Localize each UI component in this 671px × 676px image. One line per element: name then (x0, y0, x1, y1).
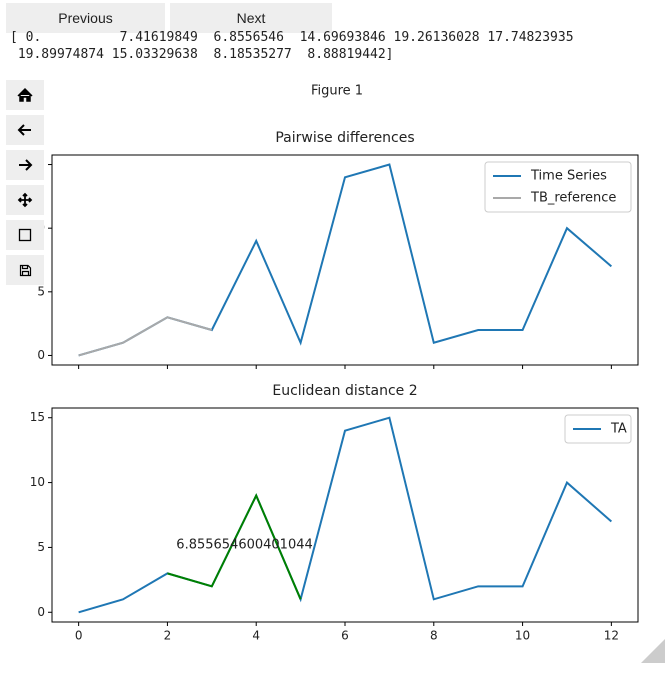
back-button[interactable] (6, 115, 44, 145)
previous-button[interactable]: Previous (6, 3, 165, 33)
chart-title: Euclidean distance 2 (272, 383, 417, 399)
x-tick-label: 4 (252, 629, 260, 643)
x-tick-label: 8 (430, 629, 438, 643)
forward-button[interactable] (6, 150, 44, 180)
legend-label: Time Series (530, 169, 607, 184)
x-tick-label: 6 (341, 629, 349, 643)
y-tick-label: 15 (30, 410, 45, 424)
pan-button[interactable] (6, 185, 44, 215)
legend-label: TA (610, 422, 627, 437)
series-line (167, 493, 302, 600)
annotation: 6.855654600401044 (176, 537, 312, 552)
axes-frame (51, 407, 639, 623)
legend-box (484, 161, 632, 213)
y-tick-label: 10 (30, 475, 45, 489)
output-text: [ 0. 7.41619849 6.8556546 14.69693846 19… (10, 30, 574, 62)
x-tick-label: 12 (604, 629, 619, 643)
legend-label: TB_reference (530, 191, 616, 206)
figure-title: Figure 1 (311, 84, 363, 99)
x-tick-label: 2 (164, 629, 172, 643)
series-line (78, 416, 613, 614)
y-tick-label: 0 (37, 348, 45, 362)
save-button[interactable] (6, 255, 44, 285)
chart-title: Pairwise differences (275, 130, 414, 146)
x-tick-label: 0 (75, 629, 83, 643)
y-tick-label: 0 (37, 605, 45, 619)
figure: Figure 1 Pairwise differences 0 5 10 15 Time … (30, 84, 665, 663)
x-tick-label: 10 (515, 629, 530, 643)
y-tick-label: 5 (37, 540, 45, 554)
axes-frame (51, 154, 639, 366)
resize-handle[interactable] (641, 639, 665, 663)
y-tick-label: 5 (37, 284, 45, 298)
next-button[interactable]: Next (170, 3, 332, 33)
zoom-button[interactable] (6, 220, 44, 250)
series-line (78, 316, 213, 357)
home-button[interactable] (6, 80, 44, 110)
